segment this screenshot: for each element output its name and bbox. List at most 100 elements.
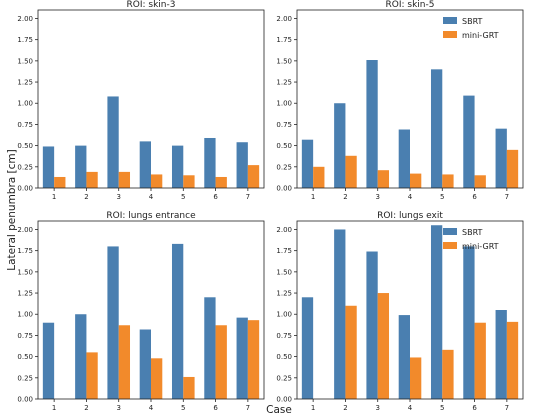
x-tick-label: 2 xyxy=(84,404,88,412)
y-tick-label: 1.75 xyxy=(276,36,292,44)
x-tick-label: 6 xyxy=(472,404,477,412)
bar-sbrt-case-4 xyxy=(398,315,410,399)
legend-swatch-sbrt xyxy=(443,17,457,24)
bar-mini-grt-case-7 xyxy=(247,320,260,399)
bar-mini-grt-case-5 xyxy=(183,175,195,188)
x-tick-label: 1 xyxy=(52,193,56,201)
legend-swatch-sbrt xyxy=(443,228,457,235)
bar-mini-grt-case-3 xyxy=(377,293,390,399)
bar-sbrt-case-3 xyxy=(107,96,119,188)
bar-sbrt-case-7 xyxy=(495,310,507,399)
y-tick-label: 1.00 xyxy=(17,311,33,319)
y-tick-label: 0.25 xyxy=(276,163,292,171)
x-tick-label: 2 xyxy=(343,404,347,412)
y-tick-label: 1.50 xyxy=(17,268,33,276)
bar-sbrt-case-6 xyxy=(463,246,475,399)
bar-sbrt-case-3 xyxy=(366,60,378,189)
bar-mini-grt-case-3 xyxy=(118,171,131,188)
x-tick-label: 5 xyxy=(440,193,444,201)
y-tick-label: 1.50 xyxy=(276,57,292,65)
y-tick-label: 2.00 xyxy=(276,15,292,23)
chart-panel-4: ROI: lungs exit 0.00 0.25 0.50 0.75 1.00 1.25 1… xyxy=(276,211,524,412)
bar-mini-grt-case-4 xyxy=(151,358,163,399)
x-tick-label: 1 xyxy=(311,404,315,412)
bar-mini-grt-case-4 xyxy=(410,173,422,188)
legend-label: SBRT xyxy=(462,17,483,26)
bar-sbrt-case-2 xyxy=(75,314,87,399)
panel-title: ROI: skin-5 xyxy=(386,0,435,10)
bar-sbrt-case-2 xyxy=(334,229,346,399)
legend-label: mini-GRT xyxy=(462,242,499,251)
bar-sbrt-case-5 xyxy=(430,69,443,188)
figure-ylabel: Lateral penumbra [cm] xyxy=(6,149,18,270)
bar-mini-grt-case-7 xyxy=(506,149,519,188)
y-tick-label: 1.25 xyxy=(276,79,292,87)
y-tick-label: 1.25 xyxy=(276,290,292,298)
y-tick-label: 0.50 xyxy=(276,353,292,361)
x-tick-label: 3 xyxy=(116,193,120,201)
y-tick-label: 0.75 xyxy=(17,121,33,129)
bar-sbrt-case-1 xyxy=(42,146,55,188)
bar-mini-grt-case-1 xyxy=(313,166,325,188)
y-tick-label: 0.25 xyxy=(17,374,33,382)
x-tick-label: 7 xyxy=(246,404,250,412)
x-tick-label: 4 xyxy=(149,193,154,201)
y-tick-label: 1.75 xyxy=(17,36,33,44)
bar-sbrt-case-7 xyxy=(236,142,248,188)
y-tick-label: 0.75 xyxy=(17,332,33,340)
y-tick-label: 0.75 xyxy=(276,332,292,340)
y-tick-label: 2.00 xyxy=(17,15,33,23)
panel-title: ROI: lungs exit xyxy=(377,211,443,221)
bar-sbrt-case-6 xyxy=(204,137,216,188)
bar-mini-grt-case-6 xyxy=(215,325,227,399)
bar-sbrt-case-4 xyxy=(139,141,151,188)
legend-label: mini-GRT xyxy=(462,31,499,40)
bar-mini-grt-case-4 xyxy=(410,357,422,399)
y-tick-label: 1.75 xyxy=(17,247,33,255)
bar-sbrt-case-5 xyxy=(430,225,443,399)
y-tick-label: 0.50 xyxy=(276,142,292,150)
x-tick-label: 6 xyxy=(213,193,218,201)
x-tick-label: 3 xyxy=(375,404,379,412)
x-tick-label: 4 xyxy=(408,404,413,412)
x-tick-label: 5 xyxy=(181,193,185,201)
x-tick-label: 6 xyxy=(213,404,218,412)
y-tick-label: 0.00 xyxy=(276,396,292,404)
x-tick-label: 1 xyxy=(311,193,315,201)
y-tick-label: 2.00 xyxy=(276,226,292,234)
y-tick-label: 1.25 xyxy=(17,290,33,298)
bar-sbrt-case-1 xyxy=(42,322,55,399)
x-tick-label: 5 xyxy=(181,404,185,412)
x-tick-label: 1 xyxy=(52,404,56,412)
bar-mini-grt-case-6 xyxy=(474,322,486,399)
legend: SBRT mini-GRT xyxy=(443,17,499,40)
y-tick-label: 0.75 xyxy=(276,121,292,129)
bar-mini-grt-case-5 xyxy=(183,376,195,399)
y-tick-label: 1.00 xyxy=(276,100,292,108)
legend: SBRT mini-GRT xyxy=(443,228,499,251)
y-tick-label: 0.50 xyxy=(17,353,33,361)
panel-title: ROI: lungs entrance xyxy=(106,211,196,221)
panel-title: ROI: skin-3 xyxy=(127,0,176,10)
bar-sbrt-case-6 xyxy=(463,95,475,188)
y-tick-label: 0.50 xyxy=(17,142,33,150)
bar-mini-grt-case-1 xyxy=(54,176,66,188)
x-tick-label: 4 xyxy=(408,193,413,201)
bar-mini-grt-case-2 xyxy=(86,171,98,188)
x-tick-label: 3 xyxy=(116,404,120,412)
x-tick-label: 5 xyxy=(440,404,444,412)
bar-mini-grt-case-2 xyxy=(345,155,357,188)
x-tick-label: 7 xyxy=(505,404,509,412)
y-tick-label: 0.25 xyxy=(276,374,292,382)
bar-mini-grt-case-2 xyxy=(86,352,98,399)
x-tick-label: 2 xyxy=(343,193,347,201)
y-tick-label: 2.00 xyxy=(17,226,33,234)
bar-sbrt-case-6 xyxy=(204,297,216,399)
bar-mini-grt-case-7 xyxy=(247,165,260,188)
y-tick-label: 1.75 xyxy=(276,247,292,255)
legend-label: SBRT xyxy=(462,228,483,237)
x-tick-label: 7 xyxy=(246,193,250,201)
legend-swatch-mini-grt xyxy=(443,242,457,249)
bar-mini-grt-case-5 xyxy=(442,174,454,188)
